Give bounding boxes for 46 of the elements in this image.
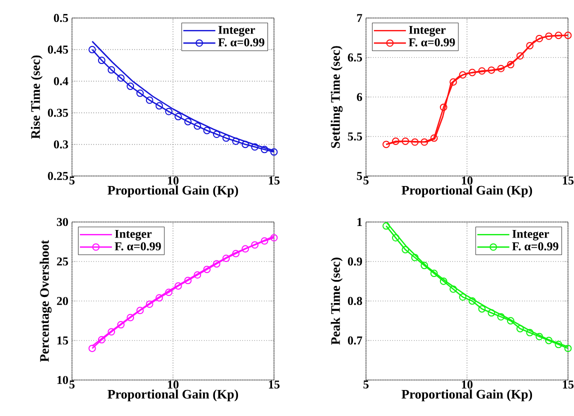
legend-label: F. α=0.99 xyxy=(218,38,264,46)
y-axis-title: Settling Time (sec) xyxy=(330,46,343,148)
legend-label: Integer xyxy=(218,26,256,36)
x-axis-title: Proportional Gain (Kp) xyxy=(402,390,532,402)
x-tick-label: 10 xyxy=(168,176,179,185)
legend-label: Integer xyxy=(512,230,550,240)
y-axis-title: Percentage Overshoot xyxy=(40,240,52,362)
y-tick-label: 0.45 xyxy=(48,46,68,54)
legend-label: F. α=0.99 xyxy=(512,242,558,250)
x-tick-label: 15 xyxy=(562,380,574,389)
y-tick-label: 0.8 xyxy=(348,296,362,306)
y-tick-label: 6.5 xyxy=(348,53,362,62)
legend-label: Integer xyxy=(408,26,446,36)
y-tick-label: 15 xyxy=(57,336,68,345)
y-tick-label: 0.3 xyxy=(54,140,68,148)
x-tick-label: 5 xyxy=(363,176,369,184)
x-tick-label: 5 xyxy=(363,380,369,388)
y-tick-label: 6 xyxy=(356,92,362,102)
legend-label: Integer xyxy=(114,230,152,240)
x-axis-title: Proportional Gain (Kp) xyxy=(402,186,532,198)
y-axis-title: Rise Time (sec) xyxy=(30,55,43,139)
x-tick-label: 10 xyxy=(168,380,179,389)
x-axis-title: Proportional Gain (Kp) xyxy=(108,390,238,402)
y-tick-label: 0.25 xyxy=(48,172,68,180)
y-tick-label: 5.5 xyxy=(348,132,362,141)
x-tick-label: 10 xyxy=(462,176,473,185)
y-tick-label: 7 xyxy=(357,14,362,22)
y-tick-label: 20 xyxy=(56,296,68,306)
y-tick-label: 0.7 xyxy=(348,336,362,345)
x-tick-label: 15 xyxy=(562,176,574,185)
x-axis-title: Proportional Gain (Kp) xyxy=(108,186,238,198)
x-tick-label: 5 xyxy=(69,176,75,184)
y-tick-label: 0.5 xyxy=(54,14,68,22)
y-tick-label: 0.4 xyxy=(54,77,68,86)
legend-label: F. α=0.99 xyxy=(114,242,161,250)
x-tick-label: 15 xyxy=(268,380,280,389)
y-tick-label: 0.9 xyxy=(348,257,362,266)
y-tick-label: 1 xyxy=(357,218,362,226)
x-tick-label: 5 xyxy=(69,380,75,388)
y-axis-title: Peak Time (sec) xyxy=(330,258,343,345)
legend-label: F. α=0.99 xyxy=(408,38,455,46)
x-tick-label: 10 xyxy=(462,380,473,389)
x-tick-label: 15 xyxy=(268,176,280,185)
y-tick-label: 0.35 xyxy=(48,108,68,117)
y-tick-label: 30 xyxy=(56,218,68,226)
y-tick-label: 25 xyxy=(56,257,68,266)
